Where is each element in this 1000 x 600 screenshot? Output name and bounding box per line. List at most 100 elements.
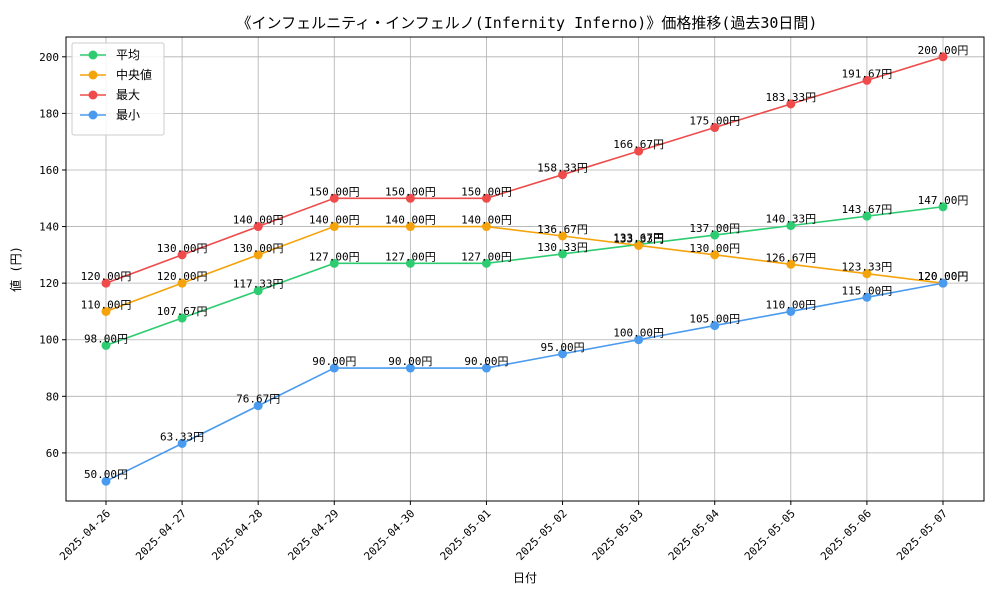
y-tick-label: 100 xyxy=(39,334,59,347)
data-label: 127.00円 xyxy=(385,250,436,263)
y-tick-label: 140 xyxy=(39,221,59,234)
series-layer xyxy=(101,52,948,486)
chart-title: 《インフェルニティ・インフェルノ(Infernity Inferno)》価格推移… xyxy=(237,14,818,32)
data-point xyxy=(558,231,568,241)
data-label: 191.67円 xyxy=(842,67,893,80)
grid xyxy=(66,37,984,501)
data-label: 130.00円 xyxy=(157,242,208,255)
data-point xyxy=(329,363,339,373)
data-label: 140.00円 xyxy=(233,214,284,227)
legend-marker xyxy=(88,70,98,80)
data-label: 50.00円 xyxy=(84,468,128,481)
data-label: 76.67円 xyxy=(236,393,280,406)
data-point xyxy=(405,258,415,268)
data-label: 110.00円 xyxy=(765,298,816,311)
data-label: 90.00円 xyxy=(464,355,508,368)
legend-marker xyxy=(88,90,98,100)
data-point xyxy=(101,278,111,288)
data-point xyxy=(405,193,415,203)
legend-marker xyxy=(88,110,98,120)
data-point xyxy=(405,363,415,373)
data-label: 110.00円 xyxy=(81,298,132,311)
data-point xyxy=(405,222,415,232)
data-point xyxy=(786,259,796,269)
data-label: 100.00円 xyxy=(613,327,664,340)
series-line-2 xyxy=(105,225,944,313)
data-point xyxy=(101,340,111,350)
data-label: 143.67円 xyxy=(842,203,893,216)
data-label: 133.33円 xyxy=(613,232,664,245)
data-label: 90.00円 xyxy=(312,355,356,368)
data-point xyxy=(253,401,263,411)
data-point xyxy=(177,278,187,288)
data-point xyxy=(710,123,720,133)
legend-label: 中央値 xyxy=(116,67,152,82)
data-point xyxy=(101,306,111,316)
data-point xyxy=(786,306,796,316)
data-label: 117.33円 xyxy=(233,278,284,291)
y-axis: 60 80 100 120 140 160 180 200 xyxy=(39,51,66,460)
legend-label: 平均 xyxy=(116,48,140,62)
data-point xyxy=(177,250,187,260)
data-label: 166.67円 xyxy=(613,138,664,151)
y-tick-label: 80 xyxy=(46,390,59,403)
data-label: 133.67円 xyxy=(613,231,664,244)
data-point xyxy=(253,250,263,260)
data-point xyxy=(253,286,263,296)
x-tick-label: 2025-05-01 xyxy=(438,507,494,563)
data-label: 136.67円 xyxy=(537,223,588,236)
x-tick-label: 2025-04-30 xyxy=(361,507,417,563)
data-label: 130.00円 xyxy=(233,242,284,255)
x-tick-label: 2025-05-02 xyxy=(514,507,570,563)
data-label: 140.00円 xyxy=(461,214,512,227)
data-label: 130.33円 xyxy=(537,241,588,254)
data-label: 115.00円 xyxy=(842,284,893,297)
data-point xyxy=(710,321,720,331)
data-label: 147.00円 xyxy=(918,194,969,207)
x-tick-label: 2025-04-27 xyxy=(133,507,189,563)
data-point xyxy=(481,193,491,203)
data-label: 120.00円 xyxy=(918,270,969,283)
data-label: 140.33円 xyxy=(765,213,816,226)
x-tick-label: 2025-05-07 xyxy=(894,507,950,563)
x-tick-label: 2025-05-04 xyxy=(666,507,722,563)
data-label: 90.00円 xyxy=(388,355,432,368)
data-point xyxy=(862,292,872,302)
x-tick-label: 2025-05-03 xyxy=(590,507,646,563)
x-tick-label: 2025-04-28 xyxy=(209,507,265,563)
data-point xyxy=(329,258,339,268)
series-line-1 xyxy=(105,205,944,347)
y-tick-label: 180 xyxy=(39,107,59,120)
data-label: 63.33円 xyxy=(160,430,204,443)
x-axis: 2025-04-26 2025-04-27 2025-04-28 2025-04-29… xyxy=(57,501,950,563)
data-point xyxy=(710,230,720,240)
y-tick-label: 60 xyxy=(46,447,59,460)
data-label: 127.00円 xyxy=(461,250,512,263)
legend-label: 最小 xyxy=(116,108,140,122)
data-point xyxy=(253,222,263,232)
data-label: 158.33円 xyxy=(537,162,588,175)
data-label: 95.00円 xyxy=(540,341,584,354)
data-labels: 98.00円 107.67円 117.33円 127.00円 127.00円 127.00… xyxy=(81,44,969,481)
data-label: 183.33円 xyxy=(765,91,816,104)
data-point xyxy=(558,349,568,359)
data-label: 140.00円 xyxy=(309,214,360,227)
data-point xyxy=(710,250,720,260)
data-label: 150.00円 xyxy=(385,185,436,198)
data-label: 120.00円 xyxy=(918,270,969,283)
data-point xyxy=(558,170,568,180)
data-label: 200.00円 xyxy=(918,44,969,57)
data-point xyxy=(329,222,339,232)
x-tick-label: 2025-04-26 xyxy=(57,507,113,563)
x-axis-label: 日付 xyxy=(513,571,537,585)
x-tick-label: 2025-04-29 xyxy=(285,507,341,563)
data-point xyxy=(862,75,872,85)
data-label: 98.00円 xyxy=(84,332,128,345)
data-label: 123.33円 xyxy=(842,261,893,274)
data-point xyxy=(786,99,796,109)
data-label: 150.00円 xyxy=(461,185,512,198)
data-label: 107.67円 xyxy=(157,305,208,318)
data-point xyxy=(481,258,491,268)
data-label: 120.00円 xyxy=(157,270,208,283)
